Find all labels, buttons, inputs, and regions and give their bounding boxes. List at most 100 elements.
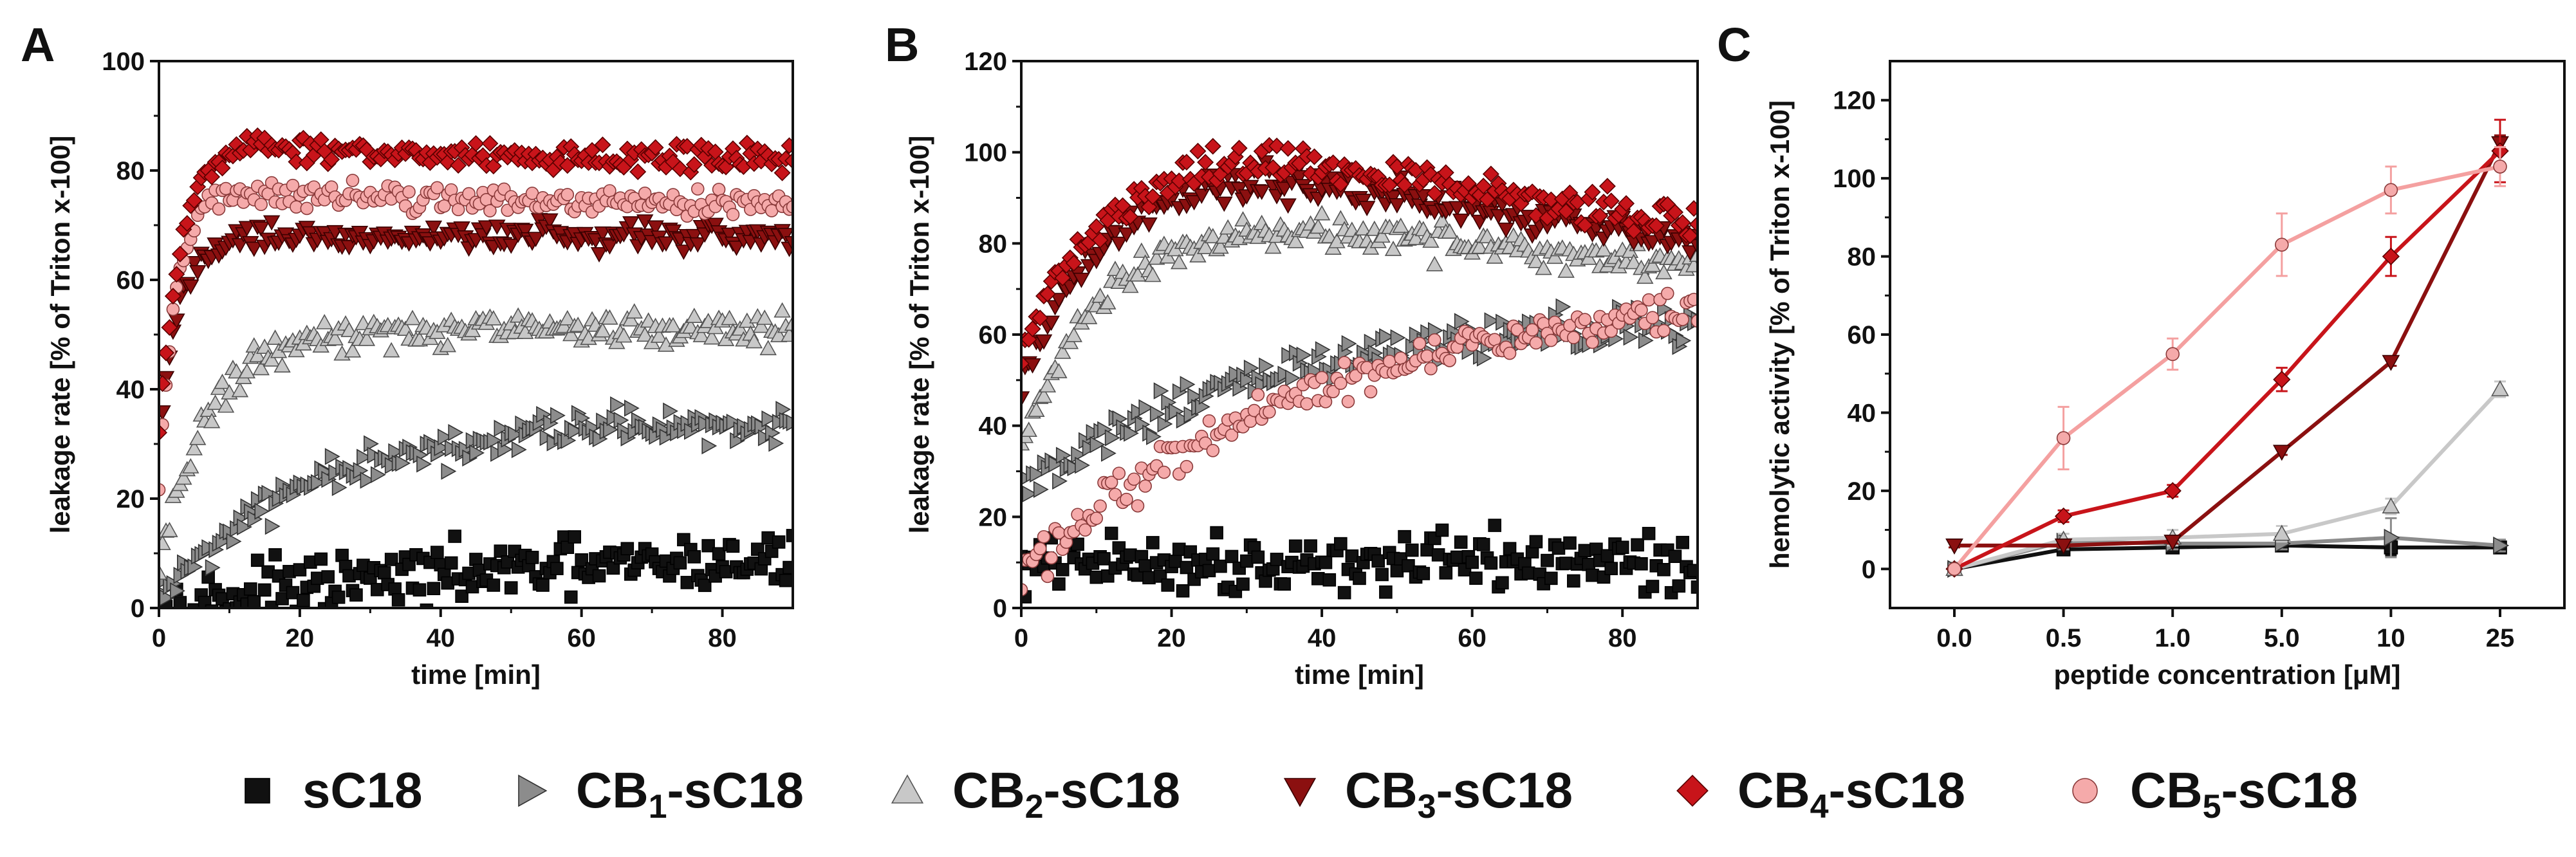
data-point	[689, 237, 707, 253]
data-point	[527, 232, 544, 248]
data-point	[1676, 313, 1689, 326]
data-point	[1281, 347, 1297, 364]
data-point	[1112, 466, 1126, 480]
data-point	[1315, 341, 1331, 358]
data-point	[1050, 363, 1068, 378]
data-point	[1138, 479, 1152, 493]
data-point	[1435, 523, 1449, 537]
data-point	[663, 402, 678, 420]
data-point	[402, 185, 416, 199]
data-point	[370, 466, 386, 484]
data-point	[755, 309, 774, 325]
y-tick-label: 0	[993, 594, 1007, 623]
legend-marker	[2072, 778, 2098, 804]
data-point	[1185, 195, 1203, 211]
data-point	[1689, 216, 1698, 233]
data-point	[1642, 293, 1656, 307]
data-point	[395, 454, 411, 472]
data-point	[1042, 315, 1060, 331]
data-point	[481, 135, 499, 152]
data-point	[1140, 217, 1158, 233]
data-point	[1202, 564, 1216, 578]
data-point	[192, 613, 204, 625]
data-point	[1476, 538, 1490, 551]
data-point	[777, 228, 793, 244]
data-point	[1426, 185, 1443, 202]
data-point	[1313, 205, 1331, 221]
data-point	[483, 204, 497, 217]
data-point	[1544, 571, 1558, 585]
data-point	[297, 593, 310, 607]
data-point	[1647, 217, 1665, 234]
data-point	[203, 412, 221, 428]
data-point	[214, 160, 231, 177]
data-point	[205, 558, 221, 576]
data-point	[1390, 564, 1404, 578]
data-point	[263, 351, 281, 367]
data-point	[1449, 201, 1466, 217]
data-point	[1328, 232, 1346, 248]
legend-label: CB1-sC18	[576, 762, 804, 825]
data-point	[238, 221, 256, 237]
data-point	[384, 553, 398, 566]
data-point	[335, 548, 349, 562]
data-point	[1240, 554, 1254, 568]
data-point	[1407, 230, 1425, 245]
data-point	[1180, 459, 1194, 474]
data-point	[594, 322, 611, 338]
legend: sC18 CB1-sC18 CB2-sC18 CB3-sC18 CB4-sC18 CB5-…	[245, 762, 2358, 825]
data-point	[1672, 579, 1686, 593]
data-point	[1660, 286, 1674, 300]
data-point	[1546, 248, 1564, 264]
data-point	[1071, 537, 1084, 551]
data-point	[1120, 492, 1133, 506]
data-point	[1657, 563, 1671, 576]
data-point	[1021, 583, 1028, 596]
data-point	[1053, 343, 1071, 359]
data-point	[1375, 567, 1389, 582]
data-point	[745, 333, 763, 349]
data-point	[243, 582, 257, 596]
data-point	[1682, 227, 1698, 244]
data-point	[182, 457, 199, 474]
data-point	[1687, 564, 1698, 578]
data-point	[2275, 237, 2289, 252]
data-point	[657, 236, 675, 252]
legend-label: CB5-sC18	[2130, 762, 2358, 825]
data-point	[1277, 365, 1293, 383]
data-point	[636, 326, 654, 342]
data-point	[2054, 507, 2073, 525]
data-point	[701, 539, 715, 553]
data-point	[726, 208, 740, 221]
data-point	[1420, 349, 1434, 363]
data-point	[784, 236, 793, 252]
data-point	[1576, 216, 1593, 234]
data-point	[448, 530, 461, 543]
data-point	[185, 439, 203, 456]
data-point	[1104, 526, 1118, 540]
data-point	[1685, 200, 1698, 217]
data-point	[175, 469, 192, 485]
data-point	[349, 588, 363, 602]
data-point	[2273, 371, 2291, 389]
data-point	[2382, 355, 2400, 371]
data-point	[1618, 195, 1635, 212]
data-point	[1604, 324, 1618, 338]
data-point	[647, 139, 664, 156]
data-point	[1521, 566, 1535, 580]
data-point	[1476, 349, 1492, 367]
data-point	[1157, 465, 1171, 479]
data-point	[647, 220, 664, 236]
x-tick-label: 20	[1157, 624, 1186, 652]
data-point	[250, 553, 264, 567]
data-point	[568, 422, 584, 440]
data-point	[1355, 220, 1372, 235]
data-point	[1021, 421, 1037, 438]
data-point	[238, 363, 256, 379]
y-tick-label: 80	[979, 230, 1008, 258]
data-point	[159, 424, 168, 441]
data-point	[601, 309, 618, 325]
data-point	[1529, 336, 1543, 350]
data-point	[1214, 559, 1227, 573]
data-point	[1337, 585, 1351, 600]
